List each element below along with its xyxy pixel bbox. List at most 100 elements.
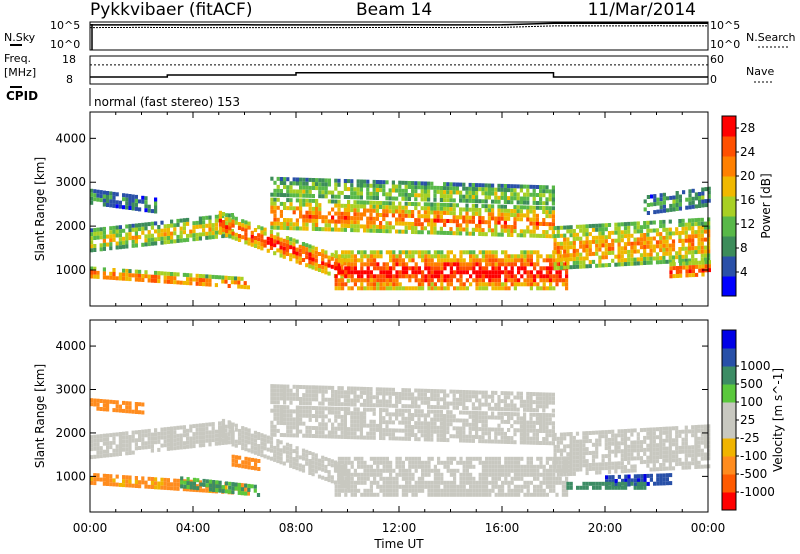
velocity-cell	[408, 484, 412, 489]
power-cell	[221, 279, 225, 284]
velocity-cell	[561, 484, 565, 489]
velocity-cell	[244, 435, 248, 440]
velocity-cell	[363, 398, 367, 403]
power-cell	[407, 185, 411, 189]
velocity-cell	[459, 476, 463, 481]
power-cell	[607, 235, 612, 239]
velocity-cell	[337, 426, 341, 431]
velocity-cell	[455, 389, 459, 394]
power-cell	[462, 194, 466, 199]
velocity-cell	[433, 488, 437, 493]
power-cell	[285, 252, 290, 256]
power-cell	[604, 247, 608, 252]
power-cell	[269, 242, 274, 246]
velocity-cell	[379, 460, 383, 465]
velocity-cell	[449, 422, 453, 427]
velocity-cell	[604, 454, 608, 459]
velocity-cell	[286, 396, 290, 401]
power-cell	[523, 266, 527, 271]
power-cell	[582, 244, 586, 249]
power-cell	[109, 238, 113, 243]
velocity-cell	[446, 456, 450, 461]
power-cell	[497, 232, 501, 237]
power-cell	[379, 278, 383, 283]
velocity-cell	[503, 435, 507, 440]
velocity-cell	[536, 472, 540, 477]
velocity-cell	[106, 441, 110, 446]
power-cell	[529, 278, 533, 283]
power-cell	[588, 224, 592, 229]
power-cell	[478, 232, 482, 236]
velocity-cell	[401, 404, 405, 409]
power-cell	[211, 274, 215, 279]
power-cell	[639, 237, 644, 242]
power-cell	[669, 266, 673, 271]
power-cell	[604, 235, 608, 240]
power-cell	[558, 254, 562, 259]
velocity-cell	[283, 388, 287, 393]
power-cell	[529, 270, 533, 275]
power-cell	[141, 278, 145, 282]
power-cell	[520, 258, 524, 263]
power-cell	[385, 250, 389, 255]
velocity-cell	[340, 414, 344, 419]
power-cell	[391, 196, 395, 201]
velocity-cell	[497, 407, 501, 411]
velocity-cell	[563, 460, 567, 465]
power-cell	[478, 286, 482, 291]
power-cell	[420, 193, 424, 198]
velocity-cell	[465, 456, 469, 461]
power-cell	[539, 205, 543, 210]
power-cell	[404, 229, 408, 234]
velocity-cell	[465, 464, 469, 469]
power-cell	[350, 270, 354, 275]
velocity-cell	[572, 467, 576, 472]
power-cell	[494, 254, 498, 259]
freq-tick-low: 8	[66, 73, 73, 86]
power-cell	[292, 193, 296, 198]
power-cell	[678, 194, 682, 199]
power-cell	[555, 278, 559, 283]
velocity-cell	[202, 443, 206, 448]
power-cell	[269, 230, 274, 234]
velocity-cell	[305, 449, 309, 454]
power-cell	[398, 209, 402, 214]
power-cell	[569, 241, 573, 246]
velocity-cell	[289, 417, 293, 422]
velocity-cell	[382, 436, 386, 441]
velocity-cell	[205, 426, 209, 431]
velocity-cell	[298, 467, 302, 472]
velocity-cell	[128, 483, 132, 488]
power-cell	[529, 205, 533, 210]
velocity-cell	[379, 416, 383, 420]
power-cell	[144, 238, 148, 243]
velocity-cell	[627, 456, 631, 461]
velocity-cell	[497, 488, 501, 493]
velocity-cell	[575, 463, 580, 468]
power-cell	[224, 275, 228, 280]
power-cell	[244, 228, 248, 233]
power-cell	[305, 226, 309, 231]
power-cell	[478, 224, 482, 228]
velocity-cell	[465, 410, 469, 415]
velocity-cell	[558, 460, 562, 465]
power-cell	[363, 270, 367, 275]
velocity-cell	[417, 484, 421, 489]
velocity-cell	[472, 464, 476, 469]
power-cell	[289, 198, 293, 203]
velocity-cell	[353, 472, 357, 477]
velocity-cell	[601, 454, 605, 459]
velocity-cell	[311, 393, 315, 398]
power-cell	[487, 228, 491, 233]
velocity-cell	[244, 443, 248, 448]
velocity-cell	[356, 398, 360, 403]
power-cell	[395, 184, 399, 189]
power-cell	[551, 214, 555, 219]
velocity-cell	[356, 411, 360, 416]
power-cell	[700, 249, 704, 254]
velocity-cell	[414, 480, 418, 485]
power-cell	[350, 254, 354, 259]
velocity-cell	[507, 420, 511, 424]
velocity-cell	[623, 453, 628, 457]
power-cell	[694, 258, 698, 263]
